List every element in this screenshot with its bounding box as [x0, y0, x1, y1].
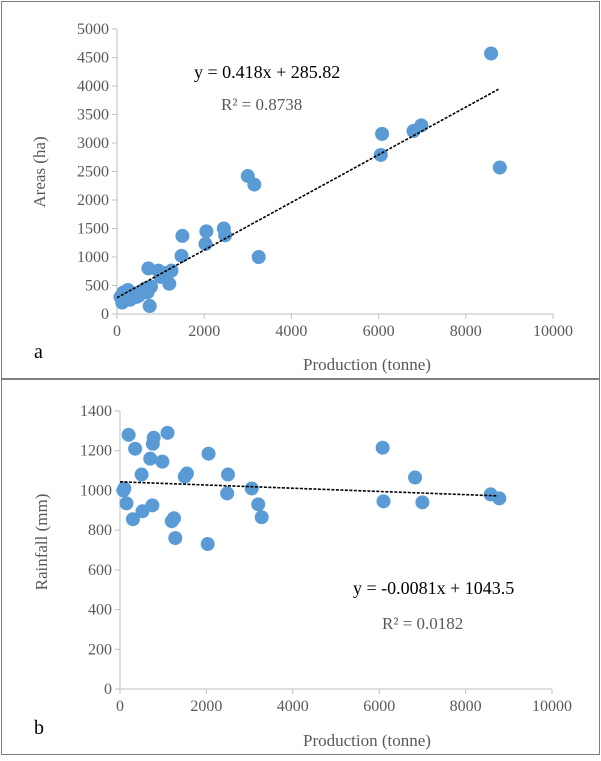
panel-b-data-point: [492, 491, 507, 506]
panel-b-r-squared: R² = 0.0182: [382, 614, 463, 633]
panel-a-data-point: [373, 147, 388, 162]
panel-b-frame: [1, 379, 600, 755]
panel-b-data-point: [119, 496, 134, 511]
panel-b-plot: 0 200 400 600 800 1000 1200 1400 0 2000 4000 6000 80…: [80, 403, 572, 715]
panel-b-data-point: [221, 467, 235, 482]
panel-b-x-tick-label: 6000: [363, 698, 395, 715]
panel-b-y-tick-label: 600: [88, 562, 112, 579]
panel-b-x-tick-label: 8000: [450, 698, 482, 715]
panel-a-frame: [1, 1, 600, 379]
panel-a-x-tick-label: 6000: [363, 323, 395, 340]
panel-b-y-tick-label: 1200: [80, 443, 112, 460]
panel-b-y-axis-title: Rainfall (mm): [32, 494, 51, 591]
panel-a-y-axis-title: Areas (ha): [30, 136, 49, 207]
panel-a-data-point: [175, 228, 190, 243]
panel-b-data-point: [168, 531, 183, 546]
panel-b-data-point: [415, 495, 430, 510]
panel-a-y-tick-label: 2000: [77, 192, 109, 209]
panel-b-y-tick-label: 200: [88, 641, 112, 658]
panel-b-data-point: [376, 494, 391, 509]
panel-a-y-tick-label: 4000: [77, 78, 109, 95]
panel-a-y-tick-label: 3000: [77, 135, 109, 152]
panel-a-y-tick-label: 3500: [77, 107, 109, 124]
panel-b-data-point: [121, 427, 136, 442]
panel-a-data-point: [164, 263, 179, 278]
panel-a-data-point: [375, 126, 390, 141]
panel-a-x-tick-label: 0: [113, 323, 121, 340]
panel-b-x-tick-label: 4000: [277, 698, 309, 715]
panel-b-data-point: [134, 467, 149, 482]
panel-a-data-point: [484, 46, 499, 61]
panel-a-data-point: [162, 276, 177, 291]
panel-a-data-point: [251, 250, 266, 264]
panel-b-data-point: [167, 511, 181, 526]
panel-a-data-point: [174, 248, 189, 263]
panel-a-r-squared: R² = 0.8738: [221, 95, 302, 114]
panel-a-y-tick-label: 4500: [77, 50, 109, 67]
panel-a-data-point: [247, 177, 262, 192]
panel-b-equation: y = -0.0081x + 1043.5: [353, 578, 514, 598]
panel-a-trendline: [116, 88, 499, 299]
panel-b-data-point: [145, 498, 160, 513]
panel-a-data-point: [144, 279, 159, 294]
panel-a-y-tick-label: 500: [85, 278, 109, 295]
panel-b-x-axis-title: Production (tonne): [303, 731, 431, 750]
panel-a-y-tick-label: 1000: [77, 249, 109, 266]
panel-b-y-tick-label: 1000: [80, 482, 112, 499]
panel-b-data-point: [117, 481, 132, 496]
panel-b-data-point: [254, 510, 269, 525]
panel-b-y-tick-label: 800: [88, 522, 112, 539]
panel-b-letter: b: [34, 717, 44, 739]
panel-a-plot: 0 500 1000 1500 2000 2500 3000 3500 4000 4500 5000…: [77, 21, 573, 340]
panel-b-data-point: [200, 537, 215, 552]
panel-b-data-point: [251, 497, 266, 512]
panel-b-data-point: [375, 440, 390, 455]
panel-b-data-point: [146, 430, 161, 445]
panel-b-data-point: [155, 454, 170, 469]
panel-b-data-point: [160, 425, 175, 440]
panel-b-y-tick-label: 1400: [80, 403, 112, 420]
panel-a-y-tick-label: 0: [101, 306, 109, 323]
panel-a-data-point: [142, 299, 157, 314]
panel-a-x-tick-label: 10000: [533, 323, 573, 340]
panel-a-y-tick-label: 5000: [77, 21, 109, 38]
panel-b-data-point: [408, 470, 423, 485]
panel-b-x-tick-label: 10000: [532, 698, 572, 715]
panel-a-data-point: [218, 228, 233, 243]
panel-b-x-tick-label: 2000: [190, 698, 222, 715]
panel-b-y-tick-label: 400: [88, 602, 112, 619]
panel-a-data-point: [492, 160, 507, 175]
panel-a-letter: a: [34, 341, 43, 363]
panel-b-x-tick-label: 0: [116, 698, 124, 715]
panel-a-x-tick-label: 8000: [450, 323, 482, 340]
panel-b-data-point: [143, 451, 158, 466]
panel-a-equation: y = 0.418x + 285.82: [194, 62, 340, 82]
panel-a-data-point: [199, 224, 214, 239]
panel-a-y-tick-label: 1500: [77, 221, 109, 238]
panel-b-data-point: [179, 466, 194, 481]
panel-a-y-tick-label: 2500: [77, 164, 109, 181]
panel-a-x-tick-label: 2000: [188, 323, 220, 340]
panel-b-trendline: [119, 480, 499, 497]
panel-b-y-tick-label: 0: [104, 681, 112, 698]
panel-a-x-axis-title: Production (tonne): [303, 355, 431, 374]
panel-b-data-point: [244, 481, 259, 496]
panel-b-data-point: [125, 512, 140, 527]
panel-a-data-point: [414, 118, 429, 133]
panel-b-data-point: [128, 441, 143, 456]
panel-b-data-point: [220, 486, 235, 501]
panel-b-data-point: [201, 446, 216, 461]
panel-a-x-tick-label: 4000: [275, 323, 307, 340]
